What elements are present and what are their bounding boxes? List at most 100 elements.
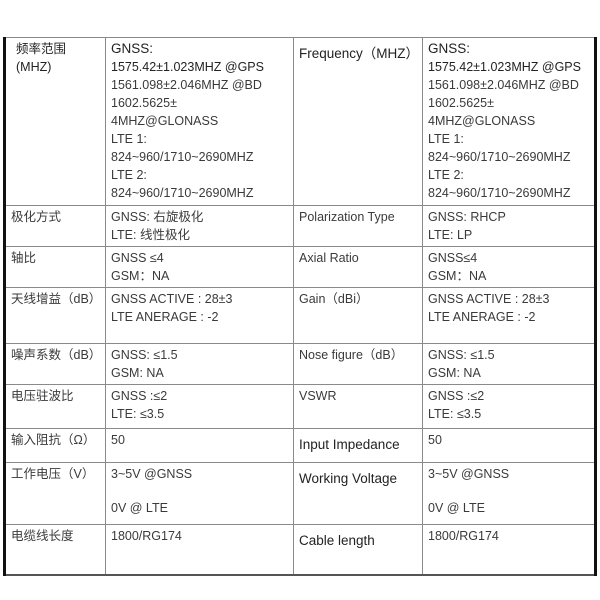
en-value-line: GNSS: (428, 41, 471, 56)
en-value-line: 1575.42±1.023MHZ @GPS (428, 60, 581, 74)
en-value-line: GNSS: RHCP (428, 210, 506, 224)
spec-row-gain: 天线增益（dB） GNSS ACTIVE : 28±3 LTE ANERAGE : … (3, 287, 597, 344)
cn-value-line: 0V @ LTE (111, 501, 168, 515)
en-value: GNSS: 1575.42±1.023MHZ @GPS 1561.098±2.046… (422, 37, 597, 206)
cn-value: GNSS: ≤1.5 GSM: NA (105, 343, 294, 385)
en-label: VSWR (293, 384, 423, 429)
cn-value-line: 1602.5625± (111, 96, 177, 110)
cn-label-line: 工作电压（V） (11, 467, 95, 481)
en-label: Input Impedance (293, 428, 423, 463)
en-value-line: 1561.098±2.046MHZ @BD (428, 78, 579, 92)
en-label-line: Gain（dBi） (299, 292, 369, 306)
cn-label: 天线增益（dB） (3, 287, 106, 344)
cn-value-line: 4MHZ@GLONASS (111, 114, 219, 128)
en-value-line: GNSS: ≤1.5 (428, 348, 495, 362)
spec-row-vswr: 电压驻波比 GNSS :≤2 LTE: ≤3.5 VSWR GNSS :≤2 LTE: ≤… (3, 384, 597, 429)
en-value-line: LTE ANERAGE : -2 (428, 310, 536, 324)
en-value-line: LTE 2: (428, 168, 464, 182)
cn-label-line: 天线增益（dB） (11, 292, 102, 306)
cn-value-line: 3~5V @GNSS (111, 467, 193, 481)
spec-row-polarization: 极化方式 GNSS: 右旋极化 LTE: 线性极化 Polarization Type… (3, 205, 597, 247)
en-value-line: GNSS ACTIVE : 28±3 (428, 292, 550, 306)
en-value-line: 0V @ LTE (428, 501, 485, 515)
cn-value-line: GNSS: ≤1.5 (111, 348, 178, 362)
en-value-line: LTE: LP (428, 228, 473, 242)
cn-value-line: LTE ANERAGE : -2 (111, 310, 219, 324)
en-label: Nose figure（dB） (293, 343, 423, 385)
en-value-line: GSM：NA (428, 269, 487, 283)
cn-label-line: 噪声系数（dB） (11, 348, 102, 362)
cn-value: GNSS: 1575.42±1.023MHZ @GPS 1561.098±2.046… (105, 37, 294, 206)
spec-table: 频率范围 (MHZ) GNSS: 1575.42±1.023MHZ @GPS 1561.… (3, 37, 597, 576)
en-label: Frequency（MHZ） (293, 37, 423, 206)
en-value: 1800/RG174 (422, 524, 597, 576)
cn-value-line: GNSS ACTIVE : 28±3 (111, 292, 233, 306)
en-label-line: Input Impedance (299, 437, 400, 452)
en-label-line: Nose figure（dB） (299, 348, 404, 362)
cn-value: GNSS: 右旋极化 LTE: 线性极化 (105, 205, 294, 247)
cn-value-line: GSM: NA (111, 366, 164, 380)
en-value-line: 1602.5625± (428, 96, 494, 110)
cn-value: 1800/RG174 (105, 524, 294, 576)
spec-row-working-voltage: 工作电压（V） 3~5V @GNSS 0V @ LTE Working Voltage… (3, 462, 597, 525)
cn-value: GNSS ACTIVE : 28±3 LTE ANERAGE : -2 (105, 287, 294, 344)
spec-row-input-impedance: 输入阻抗（Ω） 50 Input Impedance 50 (3, 428, 597, 463)
en-value: GNSS≤4 GSM：NA (422, 246, 597, 288)
en-label-line: Frequency（MHZ） (299, 46, 420, 61)
cn-value-line: 1575.42±1.023MHZ @GPS (111, 60, 264, 74)
cn-value-line: LTE: ≤3.5 (111, 407, 165, 421)
en-value: GNSS ACTIVE : 28±3 LTE ANERAGE : -2 (422, 287, 597, 344)
cn-value-line: GNSS: (111, 41, 154, 56)
en-value: 3~5V @GNSS 0V @ LTE (422, 462, 597, 525)
en-value-line: GSM: NA (428, 366, 481, 380)
cn-value: GNSS ≤4 GSM：NA (105, 246, 294, 288)
cn-label-line: 输入阻抗（Ω） (11, 433, 96, 447)
en-value-line: 50 (428, 433, 442, 447)
cn-value-line: 1800/RG174 (111, 529, 182, 543)
cn-value-line: GNSS :≤2 (111, 389, 168, 403)
cn-value-line: GNSS: 右旋极化 (111, 210, 204, 224)
cn-label: 极化方式 (3, 205, 106, 247)
en-value-line: GNSS :≤2 (428, 389, 485, 403)
cn-value-line: GSM：NA (111, 269, 170, 283)
cn-value-line: 1561.098±2.046MHZ @BD (111, 78, 262, 92)
cn-value: GNSS :≤2 LTE: ≤3.5 (105, 384, 294, 429)
cn-label: 工作电压（V） (3, 462, 106, 525)
en-label-line: VSWR (299, 389, 337, 403)
en-label-line: Axial Ratio (299, 251, 359, 265)
cn-label-line: 轴比 (11, 251, 37, 265)
en-label: Gain（dBi） (293, 287, 423, 344)
spec-row-noise-figure: 噪声系数（dB） GNSS: ≤1.5 GSM: NA Nose figure（dB）… (3, 343, 597, 385)
cn-label: 频率范围 (MHZ) (3, 37, 106, 206)
en-value-line: LTE 1: (428, 132, 464, 146)
cn-value-line: GNSS ≤4 (111, 251, 164, 265)
en-label: Working Voltage (293, 462, 423, 525)
en-value-line: LTE: ≤3.5 (428, 407, 482, 421)
spec-row-frequency: 频率范围 (MHZ) GNSS: 1575.42±1.023MHZ @GPS 1561.… (3, 37, 597, 206)
en-value-line: 1800/RG174 (428, 529, 499, 543)
spec-row-axial-ratio: 轴比 GNSS ≤4 GSM：NA Axial Ratio GNSS≤4 GSM：NA (3, 246, 597, 288)
en-label-line: Cable length (299, 533, 375, 548)
en-value-line: 824~960/1710~2690MHZ (428, 150, 571, 164)
en-value-line: 3~5V @GNSS (428, 467, 510, 481)
cn-value-line: LTE 1: (111, 132, 147, 146)
en-label: Polarization Type (293, 205, 423, 247)
cn-value-line: LTE: 线性极化 (111, 228, 190, 242)
spec-row-cable-length: 电缆线长度 1800/RG174 Cable length 1800/RG174 (3, 524, 597, 576)
cn-label-line: (MHZ) (16, 60, 52, 74)
cn-label: 噪声系数（dB） (3, 343, 106, 385)
en-label: Axial Ratio (293, 246, 423, 288)
cn-value-line: LTE 2: (111, 168, 147, 182)
cn-label: 轴比 (3, 246, 106, 288)
en-label-line: Working Voltage (299, 471, 398, 486)
en-value-line: GNSS≤4 (428, 251, 478, 265)
cn-label-line: 电缆线长度 (11, 529, 74, 543)
cn-value-line: 824~960/1710~2690MHZ (111, 150, 254, 164)
en-value-line: 4MHZ@GLONASS (428, 114, 536, 128)
cn-label: 电压驻波比 (3, 384, 106, 429)
en-value: GNSS: ≤1.5 GSM: NA (422, 343, 597, 385)
cn-label-line: 频率范围 (16, 42, 67, 56)
en-value: GNSS :≤2 LTE: ≤3.5 (422, 384, 597, 429)
cn-value-line: 824~960/1710~2690MHZ (111, 186, 254, 200)
cn-label: 输入阻抗（Ω） (3, 428, 106, 463)
